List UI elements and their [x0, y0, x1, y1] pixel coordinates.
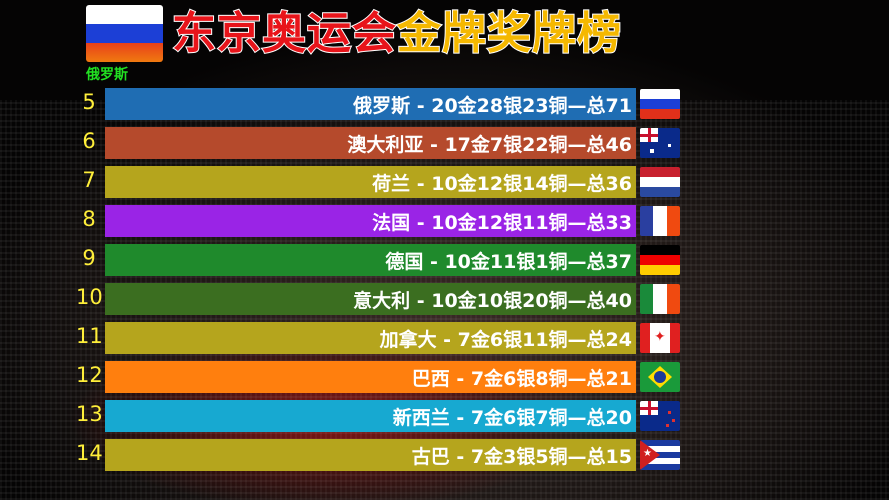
page-title: 东京奥运会金牌奖牌榜 — [171, 6, 622, 62]
title-part2: 金牌奖牌榜 — [396, 7, 622, 60]
bar-canada: 加拿大 - 7金6银11铜—总24 — [105, 322, 636, 354]
italy-flag-icon — [640, 284, 680, 314]
bar-russia: 俄罗斯 - 20金28银23铜—总71 — [105, 88, 636, 120]
new-zealand-flag-icon — [640, 401, 680, 431]
bar-row: 11 加拿大 - 7金6银11铜—总24 ✦ — [0, 322, 889, 354]
bar-row: 7 荷兰 - 10金12银14铜—总36 — [0, 166, 889, 198]
bar-row: 6 澳大利亚 - 17金7银22铜—总46 — [0, 127, 889, 159]
bar-italy: 意大利 - 10金10银20铜—总40 — [105, 283, 636, 315]
bar-label: 德国 - 10金11银1铜—总37 — [385, 251, 632, 273]
rank-label: 7 — [82, 168, 96, 192]
rank-label: 11 — [76, 324, 103, 348]
germany-flag-icon — [640, 245, 680, 275]
bar-label: 古巴 - 7金3银5铜—总15 — [411, 446, 632, 468]
bar-label: 荷兰 - 10金12银14铜—总36 — [372, 173, 632, 195]
bar-row: 5 俄罗斯 - 20金28银23铜—总71 — [0, 88, 889, 120]
rank-label: 12 — [76, 363, 103, 387]
cuba-flag-icon: ★ — [640, 440, 680, 470]
rank-label: 9 — [82, 246, 96, 270]
rank-label: 13 — [76, 402, 103, 426]
bar-label: 法国 - 10金12银11铜—总33 — [372, 212, 632, 234]
bar-label: 澳大利亚 - 17金7银22铜—总46 — [347, 134, 632, 156]
rank-label: 14 — [76, 441, 103, 465]
rank-label: 8 — [82, 207, 96, 231]
bar-row: 12 巴西 - 7金6银8铜—总21 — [0, 361, 889, 393]
bar-netherlands: 荷兰 - 10金12银14铜—总36 — [105, 166, 636, 198]
bar-label: 加拿大 - 7金6银11铜—总24 — [379, 329, 632, 351]
bar-label: 俄罗斯 - 20金28银23铜—总71 — [353, 95, 632, 117]
bar-label: 巴西 - 7金6银8铜—总21 — [411, 368, 632, 390]
netherlands-flag-icon — [640, 167, 680, 197]
russia-flag-icon — [86, 5, 163, 62]
france-flag-icon — [640, 206, 680, 236]
bar-row: 14 古巴 - 7金3银5铜—总15 ★ — [0, 439, 889, 471]
rank-label: 5 — [82, 90, 96, 114]
bar-new-zealand: 新西兰 - 7金6银7铜—总20 — [105, 400, 636, 432]
bar-row: 8 法国 - 10金12银11铜—总33 — [0, 205, 889, 237]
leader-name: 俄罗斯 — [86, 67, 128, 83]
rank-label: 6 — [82, 129, 96, 153]
russia-flag-icon — [640, 89, 680, 119]
australia-flag-icon — [640, 128, 680, 158]
bar-cuba: 古巴 - 7金3银5铜—总15 — [105, 439, 636, 471]
bar-brazil: 巴西 - 7金6银8铜—总21 — [105, 361, 636, 393]
rank-label: 10 — [76, 285, 103, 309]
bar-row: 13 新西兰 - 7金6银7铜—总20 — [0, 400, 889, 432]
brazil-flag-icon — [640, 362, 680, 392]
bar-row: 10 意大利 - 10金10银20铜—总40 — [0, 283, 889, 315]
bar-row: 9 德国 - 10金11银1铜—总37 — [0, 244, 889, 276]
bar-germany: 德国 - 10金11银1铜—总37 — [105, 244, 636, 276]
bar-label: 新西兰 - 7金6银7铜—总20 — [392, 407, 632, 429]
bar-france: 法国 - 10金12银11铜—总33 — [105, 205, 636, 237]
title-part1: 东京奥运会 — [171, 7, 397, 60]
canada-flag-icon: ✦ — [640, 323, 680, 353]
bar-label: 意大利 - 10金10银20铜—总40 — [353, 290, 632, 312]
bar-australia: 澳大利亚 - 17金7银22铜—总46 — [105, 127, 636, 159]
